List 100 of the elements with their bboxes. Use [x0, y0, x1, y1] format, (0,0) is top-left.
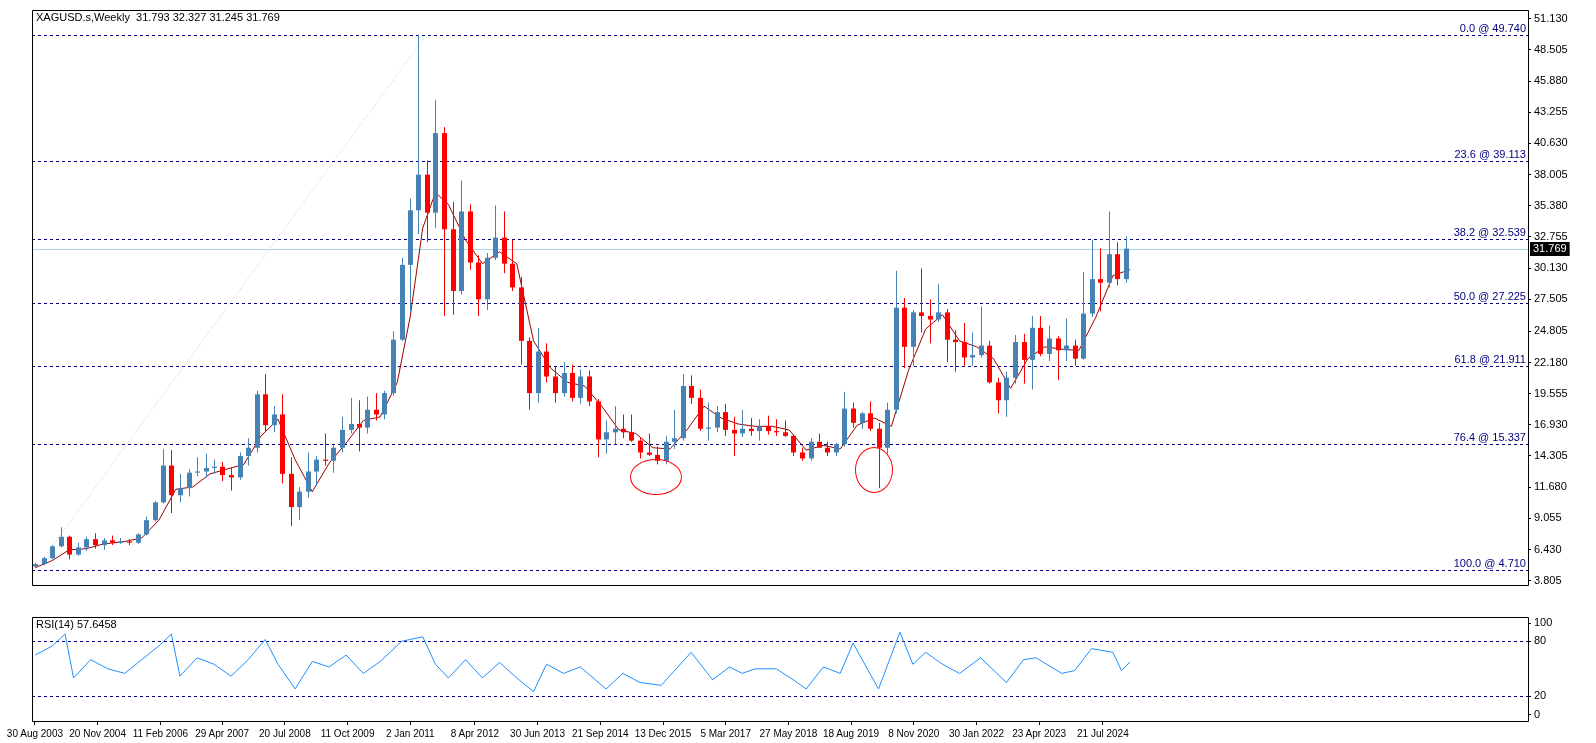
candlestick: [723, 403, 728, 437]
candlestick: [979, 305, 984, 358]
candlestick: [647, 432, 652, 457]
candlestick: [331, 444, 336, 474]
candlestick: [297, 486, 302, 521]
ref-line-label: 76.4 @ 15.337: [1453, 430, 1526, 443]
x-tick-label: 29 Apr 2007: [195, 727, 250, 739]
candlestick: [809, 437, 814, 462]
candlestick: [340, 416, 345, 453]
candlestick: [791, 434, 796, 457]
candlestick: [715, 405, 720, 433]
candlestick: [195, 456, 200, 477]
x-tick-label: 30 Jun 2013: [510, 727, 566, 739]
candlestick: [689, 374, 694, 405]
candlestick: [1073, 339, 1078, 367]
candlestick: [578, 368, 583, 405]
candlestick: [1047, 324, 1052, 362]
candlestick: [1056, 335, 1061, 381]
x-tick-label: 11 Oct 2009: [320, 727, 375, 739]
candlestick: [238, 451, 243, 481]
y-tick-label: 3.805: [1534, 573, 1562, 586]
candlestick: [59, 526, 64, 548]
x-tick-label: 13 Dec 2015: [634, 727, 692, 739]
candlestick: [962, 322, 967, 367]
candlestick: [1004, 371, 1009, 418]
candlestick: [357, 399, 362, 452]
candlestick: [144, 516, 149, 537]
y-tick-label: 80: [1534, 634, 1547, 647]
candlestick: [349, 397, 354, 434]
candlestick: [314, 455, 319, 487]
candlestick: [562, 361, 567, 398]
candlestick: [664, 435, 669, 465]
candlestick: [187, 468, 192, 497]
candlestick: [272, 405, 277, 433]
y-tick-label: 43.255: [1534, 105, 1568, 118]
ref-line-label: 31.769: [1533, 242, 1567, 255]
x-tick-label: 8 Apr 2012: [450, 727, 500, 739]
candlestick: [877, 422, 882, 489]
x-tick-label: 21 Jul 2024: [1076, 727, 1130, 739]
x-tick-label: 5 Mar 2017: [700, 727, 752, 739]
ref-line-label: 38.2 @ 32.539: [1453, 225, 1526, 238]
candlestick: [638, 436, 643, 459]
y-tick-label: 40.630: [1534, 136, 1568, 149]
candlestick: [510, 239, 515, 292]
y-tick-label: 45.880: [1534, 74, 1568, 87]
chart-title: XAGUSD.s,Weekly 31.793 32.327 31.245 31.769: [36, 11, 280, 24]
x-tick-label: 30 Aug 2003: [6, 727, 64, 739]
x-tick-label: 30 Jan 2022: [948, 727, 1005, 739]
ref-line-label: 23.6 @ 39.113: [1454, 147, 1526, 160]
candlestick: [919, 267, 924, 334]
candlestick: [306, 451, 311, 499]
candlestick: [553, 366, 558, 404]
y-tick-label: 20: [1534, 689, 1547, 702]
y-tick-label: 6.430: [1534, 542, 1562, 555]
y-tick-label: 32.755: [1534, 229, 1568, 242]
y-tick-label: 30.130: [1534, 261, 1568, 274]
y-tick-label: 0: [1534, 707, 1541, 720]
candlestick: [936, 283, 941, 323]
x-tick-label: 21 Sep 2014: [571, 727, 630, 739]
ref-line-label: 50.0 @ 27.225: [1453, 289, 1526, 302]
x-tick-label: 8 Nov 2020: [888, 727, 940, 739]
y-tick-label: 100: [1534, 616, 1553, 629]
candlestick: [672, 409, 677, 450]
candlestick: [629, 413, 634, 443]
x-tick-label: 2 Jan 2011: [385, 727, 436, 739]
y-tick-label: 16.930: [1534, 417, 1568, 430]
candlestick: [928, 298, 933, 344]
y-tick-label: 19.555: [1534, 386, 1568, 399]
y-tick-label: 11.680: [1534, 480, 1567, 493]
candlestick: [493, 205, 498, 261]
candlestick: [851, 402, 856, 429]
candlestick: [604, 419, 609, 455]
ref-line-label: 61.8 @ 21.911: [1454, 352, 1526, 365]
candlestick: [1022, 333, 1027, 385]
x-tick-label: 20 Nov 2004: [69, 727, 127, 739]
candlestick: [868, 400, 873, 432]
candlestick: [67, 535, 72, 560]
x-tick-label: 20 Jul 2008: [259, 727, 312, 739]
x-tick-label: 11 Feb 2006: [132, 727, 189, 739]
y-tick-label: 35.380: [1534, 198, 1568, 211]
candlestick: [970, 332, 975, 367]
chart-title: RSI(14) 57.6458: [36, 618, 117, 631]
candlestick: [246, 437, 251, 467]
candlestick: [382, 390, 387, 420]
candlestick: [178, 473, 183, 503]
y-tick-label: 38.005: [1534, 167, 1568, 180]
ref-line-label: 0.0 @ 49.740: [1459, 21, 1526, 34]
x-tick-label: 27 May 2018: [759, 727, 818, 739]
candlestick: [996, 377, 1001, 414]
ref-line-label: 100.0 @ 4.710: [1453, 556, 1526, 569]
y-tick-label: 22.180: [1534, 355, 1568, 368]
candlestick: [220, 461, 225, 482]
x-tick-label: 23 Apr 2023: [1012, 727, 1067, 739]
candlestick: [757, 418, 762, 442]
y-tick-label: 48.505: [1534, 42, 1568, 55]
y-tick-label: 27.505: [1534, 292, 1568, 305]
candlestick: [365, 396, 370, 434]
y-tick-label: 51.130: [1534, 11, 1568, 24]
candlestick: [153, 500, 158, 522]
y-tick-label: 9.055: [1534, 511, 1562, 524]
